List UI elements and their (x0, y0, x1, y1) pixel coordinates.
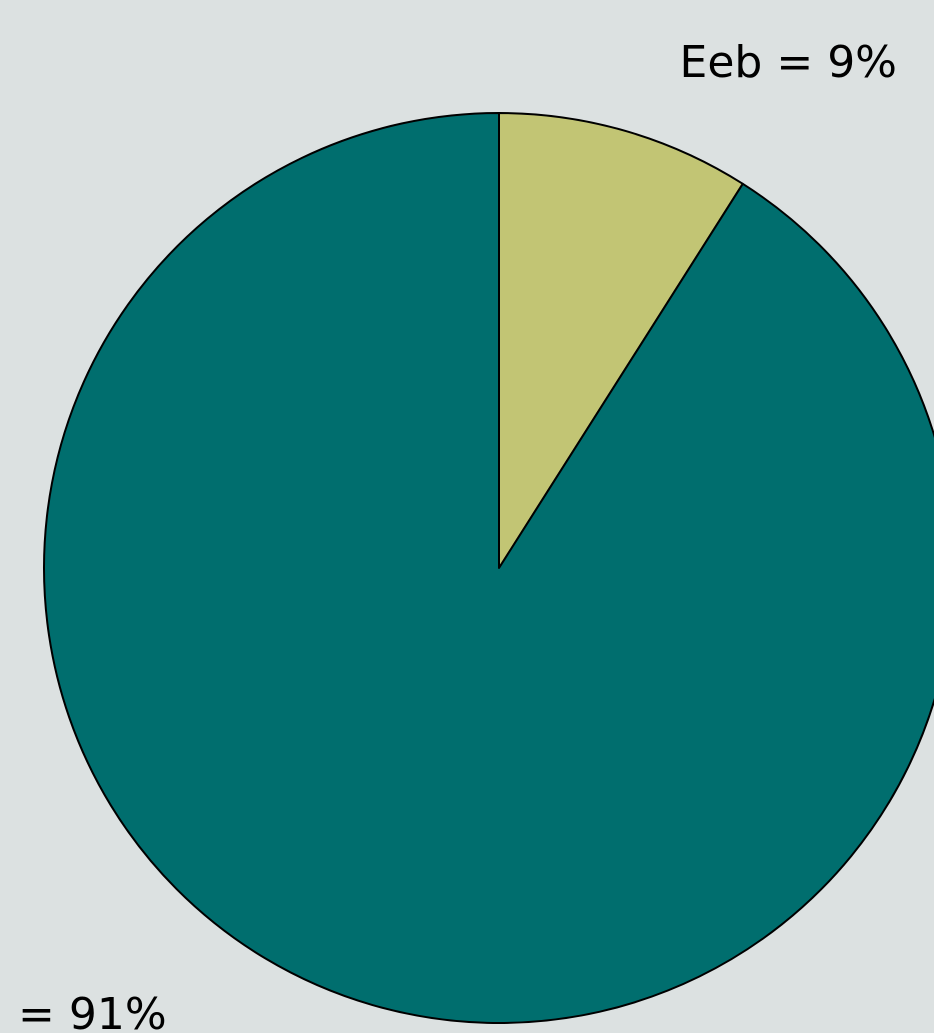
pie-slice-eeb (498, 112, 744, 569)
slice-label-other: = 91% (18, 989, 167, 1033)
pie-slices (43, 112, 934, 1024)
slice-label-eeb: Eeb = 9% (680, 37, 897, 88)
pie-slice-other (43, 112, 934, 1024)
pie-labels: Eeb = 9% = 91% (18, 37, 897, 1033)
